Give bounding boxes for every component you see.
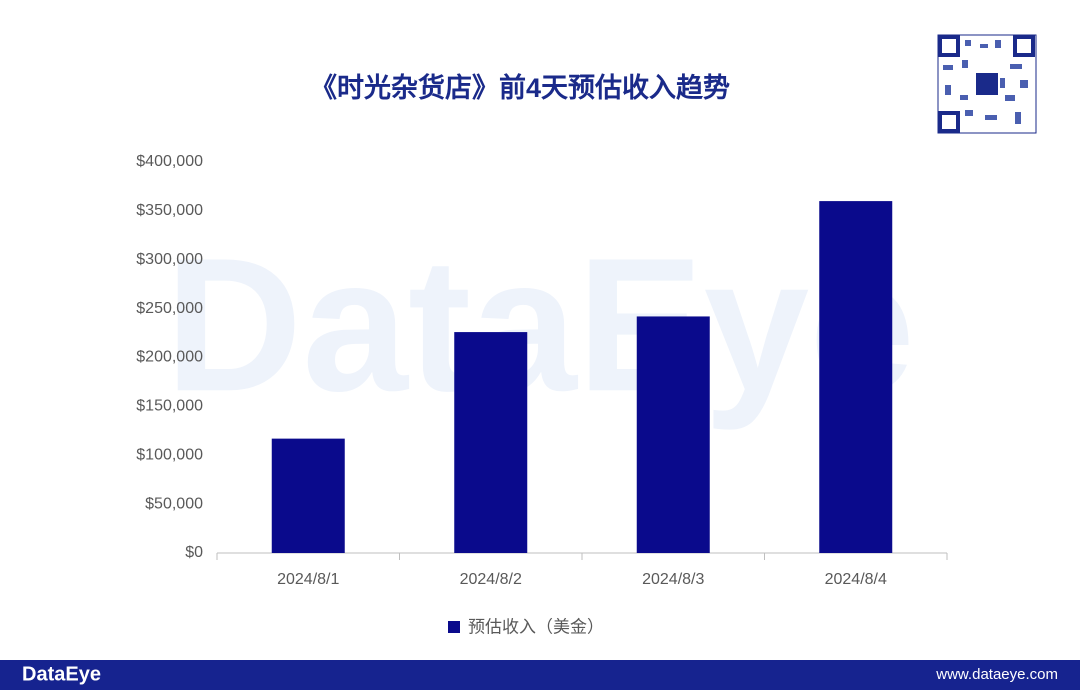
x-tick-label: 2024/8/1 <box>277 571 339 588</box>
y-tick-label: $300,000 <box>136 251 203 268</box>
footer-url: www.dataeye.com <box>935 666 1058 683</box>
x-tick-label: 2024/8/2 <box>460 571 522 588</box>
y-tick-label: $150,000 <box>136 398 203 415</box>
legend-label: 预估收入（美金） <box>468 617 604 636</box>
y-tick-label: $0 <box>185 544 203 561</box>
y-tick-label: $100,000 <box>136 446 203 463</box>
watermark: DataEye <box>165 219 915 431</box>
y-tick-label: $350,000 <box>136 202 203 219</box>
y-tick-label: $50,000 <box>145 495 203 512</box>
legend-swatch <box>448 621 460 633</box>
y-tick-label: $400,000 <box>136 153 203 170</box>
y-tick-label: $250,000 <box>136 300 203 317</box>
footer-bar <box>0 660 1080 690</box>
bar <box>271 438 345 553</box>
chart-title: 《时光杂货店》前4天预估收入趋势 <box>310 72 730 103</box>
bar <box>636 316 710 553</box>
x-tick-label: 2024/8/4 <box>825 571 887 588</box>
bar <box>454 332 528 553</box>
y-tick-label: $200,000 <box>136 349 203 366</box>
qr-code <box>937 34 1037 134</box>
bar <box>819 201 893 553</box>
footer-brand: DataEye <box>22 663 101 685</box>
x-tick-label: 2024/8/3 <box>642 571 704 588</box>
